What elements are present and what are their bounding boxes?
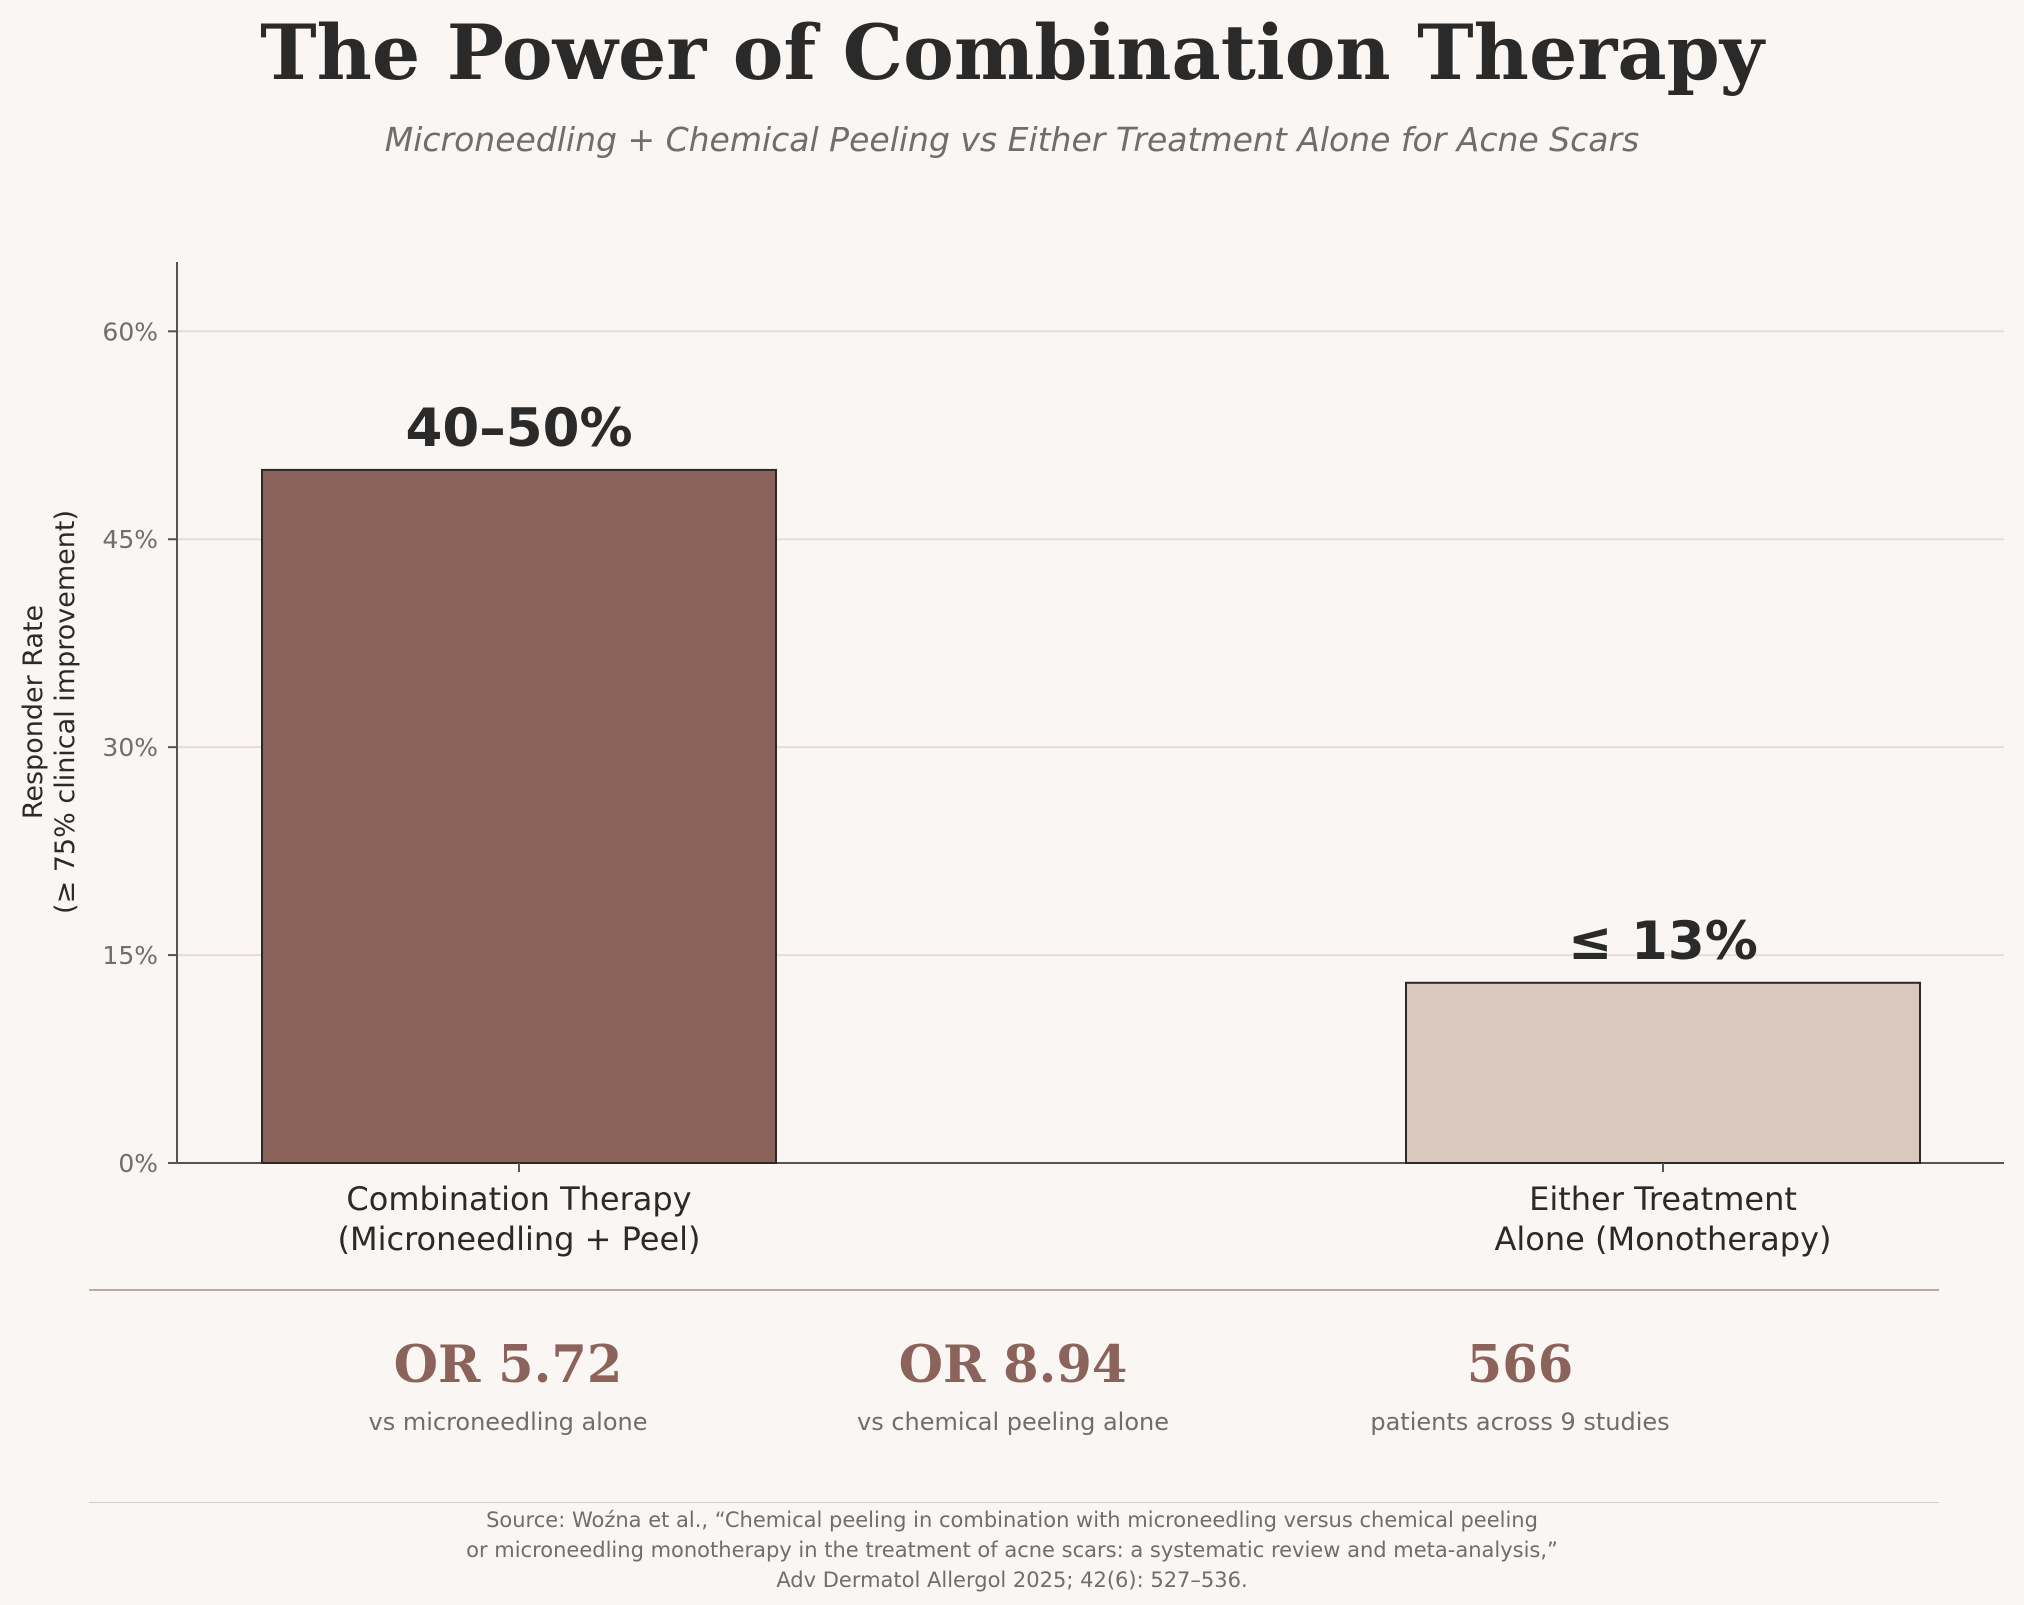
divider-bottom: [89, 1502, 1939, 1503]
y-tick-label: 30%: [102, 733, 158, 762]
y-axis-label-line: (≥ 75% clinical improvement): [50, 510, 81, 914]
bar: [261, 468, 777, 1164]
stat-label: patients across 9 studies: [1370, 1408, 1670, 1436]
x-category-label: Alone (Monotherapy): [1494, 1220, 1831, 1258]
x-category-label: Either Treatment: [1529, 1180, 1797, 1218]
stat-card-patients: 566 patients across 9 studies: [1270, 1332, 1770, 1436]
source-line: or microneedling monotherapy in the trea…: [466, 1538, 1558, 1562]
y-axis-label: Responder Rate(≥ 75% clinical improvemen…: [18, 510, 81, 914]
y-tick-label: 0%: [118, 1149, 158, 1178]
chart-title: The Power of Combination Therapy: [260, 8, 1764, 97]
x-category-label: Combination Therapy: [346, 1180, 691, 1218]
stat-label: vs chemical peeling alone: [857, 1408, 1169, 1436]
stat-card-or-microneedling: OR 5.72 vs microneedling alone: [258, 1332, 758, 1436]
stat-card-or-peeling: OR 8.94 vs chemical peeling alone: [763, 1332, 1263, 1436]
y-tick-label: 15%: [102, 941, 158, 970]
stat-value: OR 5.72: [393, 1335, 623, 1395]
y-axis-label-line: Responder Rate: [18, 605, 49, 819]
bar-value-label: 40–50%: [405, 398, 632, 459]
bar-value-label: ≤ 13%: [1568, 911, 1758, 972]
source-citation: Source: Woźna et al., “Chemical peeling …: [0, 1505, 2024, 1595]
stat-value: OR 8.94: [898, 1335, 1128, 1395]
y-tick-label: 45%: [102, 525, 158, 554]
source-line: Adv Dermatol Allergol 2025; 42(6): 527–5…: [776, 1568, 1248, 1592]
y-tick-label: 60%: [102, 317, 158, 346]
bar: [1405, 981, 1921, 1164]
bar-chart: 0% 15% 30% 45% 60% Responder Rate(≥ 75% clini…: [18, 262, 2004, 1258]
stat-value: 566: [1466, 1335, 1574, 1395]
source-line: Source: Woźna et al., “Chemical peeling …: [486, 1508, 1538, 1532]
chart-subtitle: Microneedling + Chemical Peeling vs Eith…: [384, 120, 1640, 159]
divider-top: [89, 1289, 1939, 1291]
x-category-label: (Microneedling + Peel): [337, 1220, 700, 1258]
stat-label: vs microneedling alone: [368, 1408, 648, 1436]
